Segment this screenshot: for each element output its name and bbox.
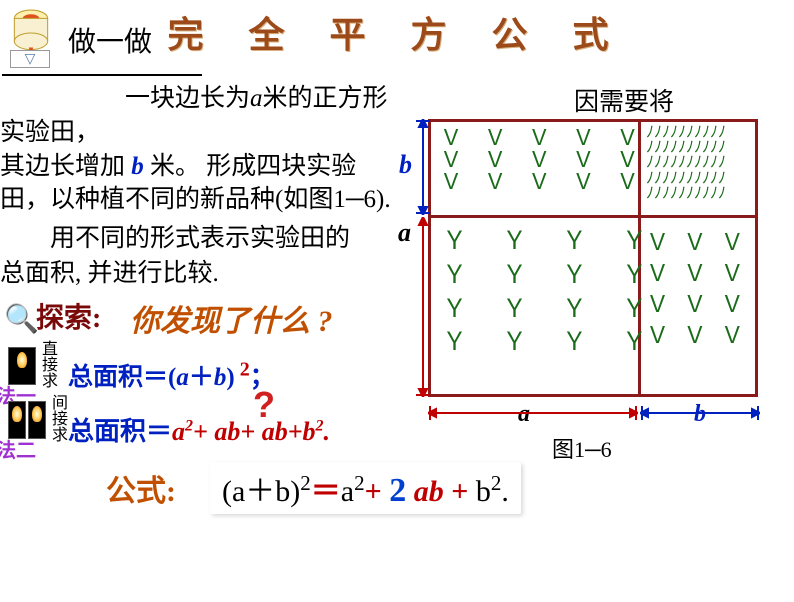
- dim-b-vertical: b: [399, 150, 412, 180]
- paragraph-1: 一块边长为a米的正方形实验田， 其边长增加 b 米。 形成四块实验田，以种植不同…: [0, 82, 400, 217]
- fa2-label: 法二: [0, 434, 36, 463]
- zuo-label: 做一做: [68, 20, 152, 60]
- arrow-a-horizontal: [428, 406, 638, 420]
- total-area-1: 总面积＝(a＋b) 2；: [68, 357, 275, 393]
- total-area-2: 总面积＝a2+ ab+ ab+b2.: [68, 411, 330, 448]
- arrow-b-horizontal: [640, 406, 760, 420]
- question-mark-icon: ?: [253, 384, 275, 426]
- plants-q4: Ｖ Ｖ Ｖ Ｖ Ｖ Ｖ Ｖ Ｖ Ｖ Ｖ Ｖ Ｖ: [646, 227, 754, 393]
- paragraph-2: 用不同的形式表示实验田的总面积, 并进行比较.: [0, 221, 360, 291]
- discover-text: 你发现了什么 ?: [130, 296, 333, 340]
- plants-q2: ﾉﾉﾉﾉﾉﾉﾉﾉﾉﾉ ﾉﾉﾉﾉﾉﾉﾉﾉﾉﾉ ﾉﾉﾉﾉﾉﾉﾉﾉﾉﾉ ﾉﾉﾉﾉﾉﾉﾉ…: [646, 125, 754, 211]
- gongshi-label: 公式:: [106, 466, 176, 510]
- dropdown-icon: ▽: [10, 50, 50, 68]
- arrow-a-vertical: [416, 217, 430, 397]
- method-1-side: 直接求: [42, 342, 62, 390]
- yinxu-text: 因需要将: [574, 82, 674, 118]
- figure-square: Ｖ Ｖ Ｖ Ｖ Ｖ Ｖ Ｖ Ｖ Ｖ Ｖ Ｖ Ｖ Ｖ Ｖ Ｖ ﾉﾉﾉﾉﾉﾉﾉﾉﾉﾉ…: [428, 119, 762, 399]
- dim-a-vertical: a: [398, 218, 411, 248]
- plants-q3: Ｙ Ｙ Ｙ Ｙ Ｙ Ｙ Ｙ Ｙ Ｙ Ｙ Ｙ Ｙ Ｙ Ｙ Ｙ Ｙ: [442, 225, 636, 393]
- plants-q1: Ｖ Ｖ Ｖ Ｖ Ｖ Ｖ Ｖ Ｖ Ｖ Ｖ Ｖ Ｖ Ｖ Ｖ Ｖ: [440, 127, 636, 211]
- divider: [2, 74, 202, 76]
- tansuo-label: 探索:: [36, 296, 101, 336]
- formula-box: (a＋b)2＝a2+ 2 ab + b2.: [210, 462, 521, 514]
- arrow-b-vertical: [416, 119, 430, 215]
- question-icon: 🔍: [4, 302, 39, 336]
- figure-caption: 图1─6: [552, 432, 612, 464]
